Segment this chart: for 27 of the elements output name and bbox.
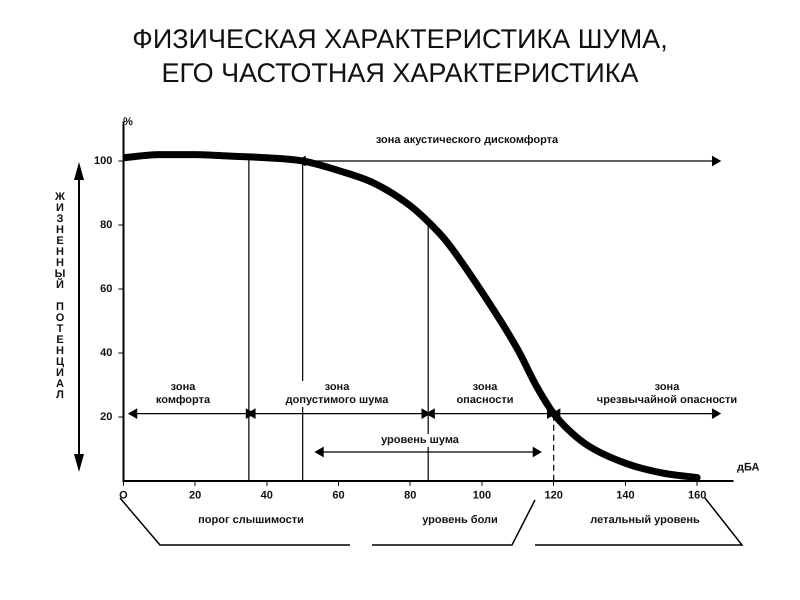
annotation: %: [122, 116, 134, 129]
annotation: зона чрезвычайной опасности: [594, 381, 740, 407]
x-tick-label: 100: [472, 489, 492, 502]
annotation: зона комфорта: [154, 381, 212, 407]
y-tick-label: 20: [100, 410, 112, 423]
text: летальный уровень: [588, 514, 702, 527]
y-tick-label: 100: [94, 155, 112, 168]
x-tick-label: 20: [188, 489, 202, 502]
x-tick-label: 60: [332, 489, 345, 502]
annotation: зона опасности: [454, 381, 516, 407]
chart-title: ФИЗИЧЕСКАЯ ХАРАКТЕРИСТИКА ШУМА, ЕГО ЧАСТОТНАЯ ХАРАКТЕРИСТИКА: [131, 23, 669, 90]
x-tick-label: 80: [404, 489, 416, 502]
text: ЖИЗНЕННЫЙ ПОТЕНЦИАЛ: [54, 191, 66, 402]
x-tick-label: 140: [616, 489, 635, 502]
x-axis-title: дБА: [737, 461, 760, 474]
x-tick-label: 40: [260, 489, 273, 502]
text: уровень боли: [420, 514, 500, 527]
x-tick-label: 120: [544, 489, 563, 502]
x-tick-label: 160: [688, 489, 706, 502]
annotation: уровень шума: [379, 434, 461, 447]
annotation: зона допустимого шума: [284, 381, 390, 407]
x-tick-label: O: [119, 489, 128, 502]
y-tick-label: 40: [100, 346, 112, 359]
text: порог слышимости: [196, 514, 306, 527]
y-tick-label: 60: [100, 282, 112, 295]
annotation: зона акустического дискомфорта: [374, 134, 560, 147]
y-tick-label: 80: [100, 218, 112, 231]
